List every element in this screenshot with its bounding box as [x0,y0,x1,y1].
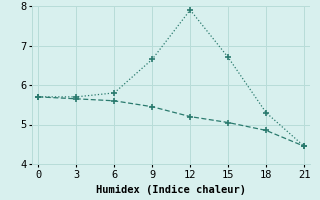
X-axis label: Humidex (Indice chaleur): Humidex (Indice chaleur) [96,185,246,195]
